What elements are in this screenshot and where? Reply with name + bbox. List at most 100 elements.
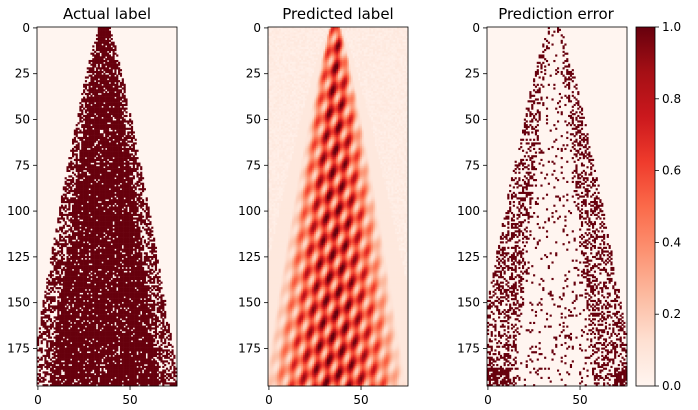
heatmap-cell: [138, 307, 140, 309]
heatmap-cell: [76, 239, 78, 241]
heatmap-cell: [138, 194, 140, 196]
heatmap-cell: [105, 60, 107, 62]
heatmap-cell: [125, 190, 127, 192]
heatmap-cell: [72, 207, 74, 209]
heatmap-cell: [144, 221, 146, 223]
heatmap-cell: [116, 80, 118, 82]
heatmap-cell: [65, 296, 67, 298]
heatmap-cell: [125, 172, 127, 174]
heatmap-cell: [109, 221, 111, 223]
heatmap-cell: [146, 285, 148, 287]
heatmap-cell: [133, 197, 135, 199]
heatmap-cell: [100, 280, 102, 282]
heatmap-cell: [65, 194, 67, 196]
heatmap-cell: [107, 31, 109, 33]
heatmap-cell: [107, 216, 109, 218]
heatmap-cell: [127, 161, 129, 163]
heatmap-cell: [87, 152, 89, 154]
heatmap-cell: [79, 192, 81, 194]
heatmap-cell: [127, 175, 129, 177]
heatmap-cell: [111, 159, 113, 161]
heatmap-cell: [133, 190, 135, 192]
heatmap-cell: [107, 29, 109, 31]
heatmap-cell: [113, 168, 115, 170]
heatmap-cell: [94, 238, 96, 240]
heatmap-cell: [83, 250, 85, 252]
heatmap-cell: [136, 287, 138, 289]
heatmap-cell: [92, 100, 94, 102]
heatmap-cell: [107, 179, 109, 181]
heatmap-cell: [103, 261, 105, 263]
heatmap-cell: [98, 75, 100, 77]
heatmap-cell: [113, 159, 115, 161]
heatmap-cell: [55, 272, 57, 274]
heatmap-cell: [127, 170, 129, 172]
heatmap-cell: [100, 89, 102, 91]
heatmap-cell: [79, 239, 81, 241]
heatmap-cell: [100, 267, 102, 269]
heatmap-cell: [76, 186, 78, 188]
heatmap-cell: [103, 144, 105, 146]
heatmap-cell: [79, 305, 81, 307]
heatmap-cell: [85, 272, 87, 274]
heatmap-cell: [70, 181, 72, 183]
heatmap-cell: [59, 296, 61, 298]
heatmap-cell: [96, 148, 98, 150]
heatmap-cell: [78, 113, 80, 115]
heatmap-cell: [76, 291, 78, 293]
heatmap-cell: [116, 228, 118, 230]
heatmap-cell: [105, 117, 107, 119]
heatmap-cell: [129, 291, 131, 293]
heatmap-cell: [138, 274, 140, 276]
heatmap-cell: [138, 285, 140, 287]
heatmap-cell: [113, 164, 115, 166]
heatmap-cell: [118, 163, 120, 165]
heatmap-cell: [109, 56, 111, 58]
heatmap-cell: [136, 208, 138, 210]
heatmap-cell: [113, 144, 115, 146]
heatmap-cell: [116, 179, 118, 181]
heatmap-cell: [109, 199, 111, 201]
heatmap-cell: [100, 36, 102, 38]
heatmap-cell: [59, 217, 61, 219]
heatmap-cell: [96, 271, 98, 273]
heatmap-cell: [111, 212, 113, 214]
heatmap-cell: [125, 135, 127, 137]
heatmap-cell: [118, 100, 120, 102]
heatmap-cell: [101, 199, 103, 201]
heatmap-cell: [90, 108, 92, 110]
heatmap-cell: [87, 210, 89, 212]
heatmap-cell: [68, 186, 70, 188]
heatmap-cell: [94, 241, 96, 243]
heatmap-cell: [140, 239, 142, 241]
heatmap-cell: [131, 174, 133, 176]
heatmap-cell: [59, 276, 61, 278]
heatmap-cell: [100, 285, 102, 287]
heatmap-cell: [76, 241, 78, 243]
heatmap-cell: [76, 298, 78, 300]
heatmap-cell: [66, 289, 68, 291]
heatmap-cell: [109, 252, 111, 254]
heatmap-cell: [131, 179, 133, 181]
heatmap-cell: [105, 175, 107, 177]
heatmap-cell: [87, 261, 89, 263]
heatmap-cell: [111, 238, 113, 240]
heatmap-cell: [105, 69, 107, 71]
heatmap-cell: [83, 172, 85, 174]
heatmap-cell: [74, 225, 76, 227]
heatmap-cell: [120, 157, 122, 159]
heatmap-cell: [87, 146, 89, 148]
heatmap-cell: [90, 161, 92, 163]
heatmap-cell: [59, 309, 61, 311]
heatmap-cell: [131, 294, 133, 296]
heatmap-cell: [122, 97, 124, 99]
heatmap-cell: [111, 247, 113, 249]
heatmap-cell: [127, 304, 129, 306]
heatmap-cell: [90, 214, 92, 216]
heatmap-cell: [70, 269, 72, 271]
heatmap-cell: [116, 115, 118, 117]
heatmap-cell: [140, 289, 142, 291]
heatmap-cell: [100, 243, 102, 245]
heatmap-cell: [113, 183, 115, 185]
heatmap-cell: [79, 294, 81, 296]
